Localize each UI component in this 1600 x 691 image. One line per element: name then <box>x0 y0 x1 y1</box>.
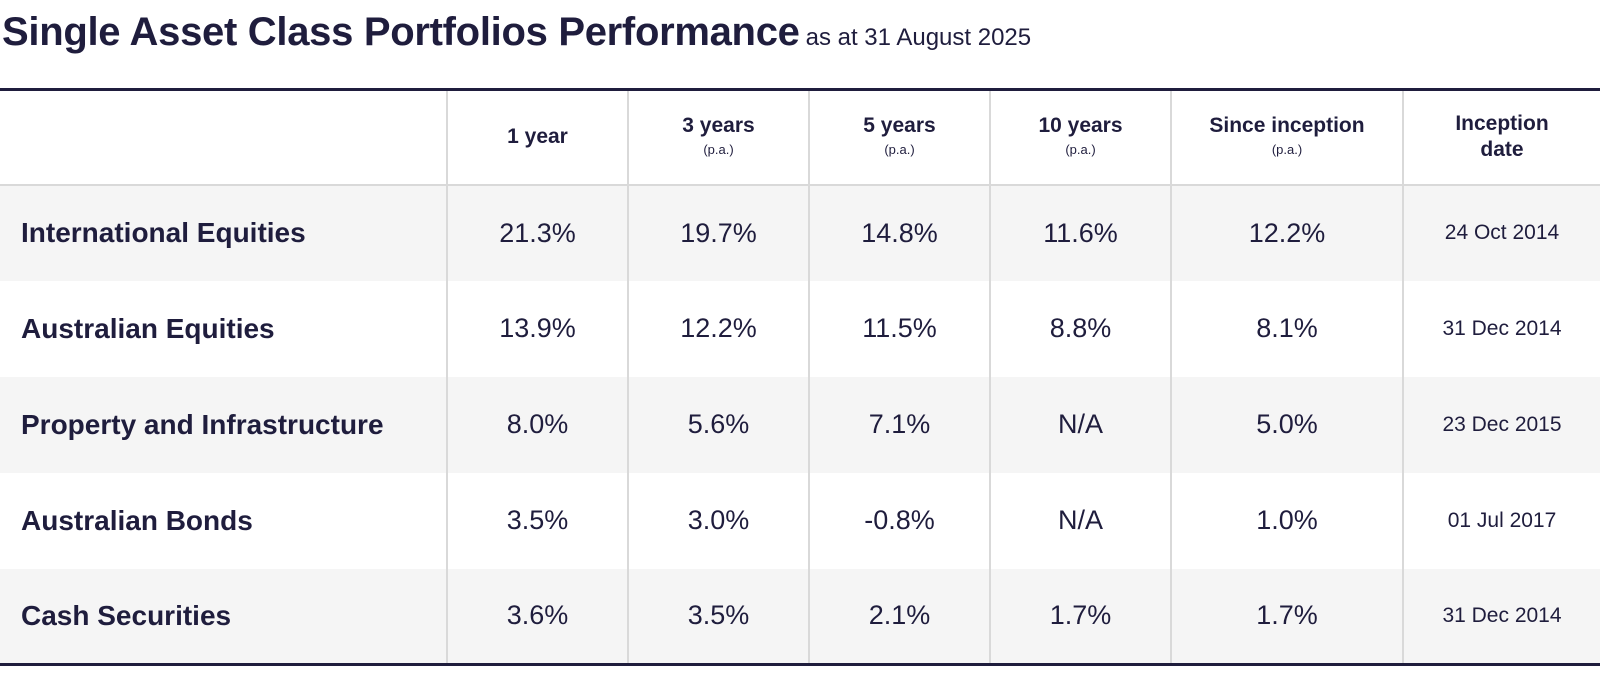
table-row: Cash Securities 3.6% 3.5% 2.1% 1.7% 1.7%… <box>0 568 1600 665</box>
table-header: 1 year 3 years (p.a.) 5 years (p.a.) 10 … <box>0 89 1600 186</box>
header-label: 3 years <box>682 114 755 138</box>
table-body: International Equities 21.3% 19.7% 14.8%… <box>0 184 1600 665</box>
header-cell-1-year: 1 year <box>446 89 628 186</box>
asset-name: Property and Infrastructure <box>0 376 447 473</box>
table-row: International Equities 21.3% 19.7% 14.8%… <box>0 184 1600 281</box>
performance-table: 1 year 3 years (p.a.) 5 years (p.a.) 10 … <box>0 88 1600 666</box>
return-10-years: 8.8% <box>989 280 1171 377</box>
return-1-year: 21.3% <box>446 184 628 281</box>
return-since-inception: 8.1% <box>1170 280 1403 377</box>
return-1-year: 8.0% <box>446 376 628 473</box>
page-header: Single Asset Class Portfolios Performanc… <box>2 10 1031 55</box>
return-since-inception: 5.0% <box>1170 376 1403 473</box>
header-label: Inception date <box>1455 112 1549 162</box>
return-1-year: 13.9% <box>446 280 628 377</box>
header-label: Since inception <box>1209 114 1365 138</box>
inception-date: 31 Dec 2014 <box>1402 568 1600 665</box>
asset-name: Australian Bonds <box>21 504 253 536</box>
table-row: Australian Equities 13.9% 12.2% 11.5% 8.… <box>0 280 1600 377</box>
table-row: Property and Infrastructure 8.0% 5.6% 7.… <box>0 376 1600 473</box>
return-5-years: -0.8% <box>808 472 990 569</box>
return-3-years: 19.7% <box>627 184 809 281</box>
return-5-years: 2.1% <box>808 568 990 665</box>
return-3-years: 3.0% <box>627 472 809 569</box>
inception-date: 01 Jul 2017 <box>1402 472 1600 569</box>
header-label: 10 years <box>1038 114 1123 138</box>
header-note: (p.a.) <box>703 142 734 158</box>
return-1-year: 3.6% <box>446 568 628 665</box>
return-1-year: 3.5% <box>446 472 628 569</box>
return-since-inception: 1.7% <box>1170 568 1403 665</box>
asset-name: Australian Equities <box>21 312 275 344</box>
header-row: 1 year 3 years (p.a.) 5 years (p.a.) 10 … <box>0 89 1600 186</box>
return-10-years: 1.7% <box>989 568 1171 665</box>
header-cell-5-years: 5 years (p.a.) <box>808 89 990 186</box>
return-3-years: 12.2% <box>627 280 809 377</box>
asset-name: Cash Securities <box>0 568 447 665</box>
return-10-years: N/A <box>989 472 1171 569</box>
return-5-years: 7.1% <box>808 376 990 473</box>
header-label: 5 years <box>863 114 936 138</box>
inception-date: 23 Dec 2015 <box>1402 376 1600 473</box>
asset-name: International Equities <box>0 184 447 281</box>
page-subtitle: as at 31 August 2025 <box>805 24 1032 51</box>
header-note: (p.a.) <box>1065 142 1096 158</box>
page-title: Single Asset Class Portfolios Performanc… <box>2 10 800 54</box>
header-note: (p.a.) <box>1271 142 1303 158</box>
return-since-inception: 1.0% <box>1170 472 1403 569</box>
header-cell-3-years: 3 years (p.a.) <box>627 89 809 186</box>
table-row: Australian Bonds 3.5% 3.0% -0.8% N/A 1.0… <box>0 472 1600 569</box>
return-5-years: 14.8% <box>808 184 990 281</box>
header-label: 1 year <box>507 125 568 149</box>
header-cell-since-inception: Since inception (p.a.) <box>1170 89 1403 186</box>
inception-date: 24 Oct 2014 <box>1402 184 1600 281</box>
return-3-years: 3.5% <box>627 568 809 665</box>
inception-date: 31 Dec 2014 <box>1402 280 1600 377</box>
header-cell-asset <box>0 89 447 186</box>
return-5-years: 11.5% <box>808 280 990 377</box>
return-10-years: 11.6% <box>989 184 1171 281</box>
return-3-years: 5.6% <box>627 376 809 473</box>
header-cell-10-years: 10 years (p.a.) <box>989 89 1171 186</box>
header-note: (p.a.) <box>884 142 915 158</box>
header-cell-inception-date: Inception date <box>1402 89 1600 186</box>
return-since-inception: 12.2% <box>1170 184 1403 281</box>
return-10-years: N/A <box>989 376 1171 473</box>
